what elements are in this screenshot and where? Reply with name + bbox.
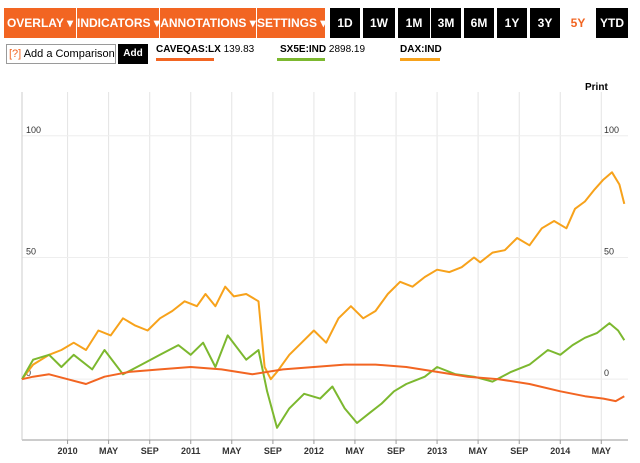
legend-symbol: SX5E:IND — [280, 44, 327, 55]
legend-item-sx5e: SX5E:IND 2898.19 — [280, 44, 365, 55]
annotations-menu-button[interactable]: ANNOTATIONS ▾ — [160, 8, 257, 38]
y-tick-label-left: 0 — [26, 368, 31, 378]
x-tick-label: 2010 — [58, 446, 78, 456]
legend-symbol: CAVEQAS:LX — [156, 44, 221, 55]
x-tick-label: 2012 — [304, 446, 324, 456]
indicators-menu-button[interactable]: INDICATORS ▾ — [77, 8, 160, 38]
overlay-menu-button[interactable]: OVERLAY ▾ — [4, 8, 77, 38]
range-3y-button[interactable]: 3Y — [530, 8, 560, 38]
legend-line-dax — [400, 58, 440, 61]
x-tick-label: 2014 — [550, 446, 570, 456]
legend-line-sx5e — [277, 58, 325, 61]
add-comparison-button[interactable]: Add — [118, 44, 148, 64]
add-comparison-input[interactable]: [?] Add a Comparison — [6, 44, 116, 64]
x-tick-label: SEP — [387, 446, 405, 456]
x-tick-label: SEP — [264, 446, 282, 456]
y-tick-label-left: 50 — [26, 246, 36, 256]
print-button[interactable]: Print — [585, 82, 608, 93]
x-tick-label: 2011 — [181, 446, 201, 456]
legend-line-caveqas — [156, 58, 214, 61]
range-ytd-button[interactable]: YTD — [596, 8, 628, 38]
legend-value: 2898.19 — [328, 44, 366, 55]
legend-item-dax: DAX:IND — [400, 44, 442, 55]
settings-menu-button[interactable]: SETTINGS ▾ — [257, 8, 326, 38]
range-1m-button[interactable]: 1M — [398, 8, 430, 38]
y-tick-label-right: 100 — [604, 125, 619, 135]
legend-item-caveqas: CAVEQAS:LX 139.83 — [156, 44, 254, 55]
x-tick-label: MAY — [345, 446, 364, 456]
help-link[interactable]: [?] — [9, 48, 22, 60]
x-tick-label: MAY — [469, 446, 488, 456]
x-tick-label: 2013 — [427, 446, 447, 456]
legend-symbol: DAX:IND — [400, 44, 442, 55]
y-tick-label-left: 100 — [26, 125, 41, 135]
range-1w-button[interactable]: 1W — [363, 8, 395, 38]
range-5y-button[interactable]: 5Y — [563, 8, 593, 38]
range-1y-button[interactable]: 1Y — [497, 8, 527, 38]
legend-value: 139.83 — [223, 44, 255, 55]
x-tick-label: MAY — [592, 446, 611, 456]
x-tick-label: SEP — [510, 446, 528, 456]
series-line-sx5e — [21, 322, 626, 429]
range-6m-button[interactable]: 6M — [464, 8, 494, 38]
range-3m-button[interactable]: 3M — [431, 8, 461, 38]
chart-toolbar: OVERLAY ▾ INDICATORS ▾ ANNOTATIONS ▾ SET… — [0, 0, 640, 40]
add-comparison-label: Add a Comparison — [23, 48, 115, 60]
y-tick-label-right: 0 — [604, 368, 609, 378]
x-tick-label: MAY — [222, 446, 241, 456]
x-tick-label: SEP — [141, 446, 159, 456]
y-tick-label-right: 50 — [604, 246, 614, 256]
x-tick-label: MAY — [99, 446, 118, 456]
series-line-caveqas — [21, 363, 625, 403]
series-line-dax — [21, 171, 626, 381]
range-1d-button[interactable]: 1D — [330, 8, 360, 38]
